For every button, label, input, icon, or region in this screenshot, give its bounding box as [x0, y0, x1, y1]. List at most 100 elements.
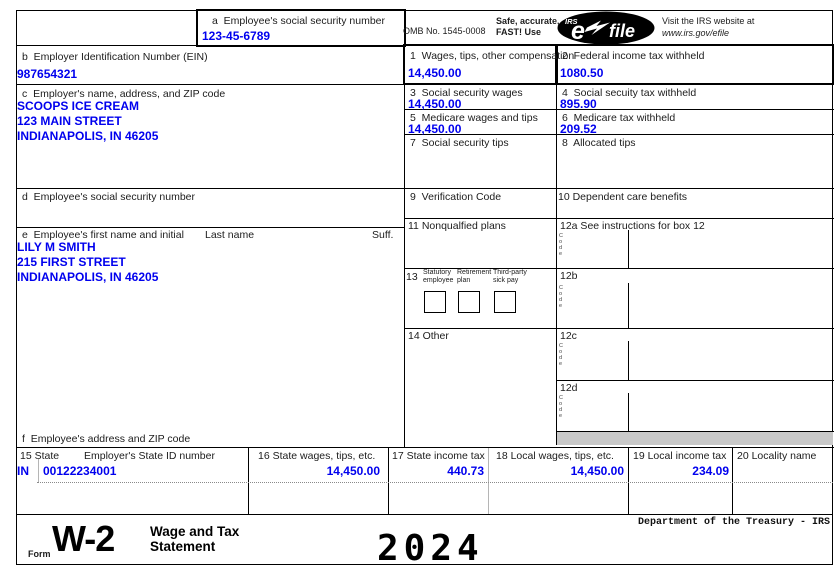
statutory-label-line1: Statutory — [423, 269, 452, 276]
box-7-label: 7 Social security tips — [410, 137, 509, 149]
divider — [404, 218, 834, 219]
employer-street: 123 MAIN STREET — [17, 114, 122, 128]
box-a-outline — [196, 9, 406, 47]
box-15-label: 15 State — [20, 450, 60, 462]
employee-city: INDIANAPOLIS, IN 46205 — [17, 270, 159, 284]
thirdparty-sickpay-checkbox[interactable] — [494, 291, 516, 313]
box-f-label: f Employee's address and ZIP code — [22, 433, 191, 445]
divider — [628, 393, 629, 431]
divider — [404, 10, 405, 448]
box-12d-code-label: Code — [559, 395, 563, 419]
box-11-label: 11 Nonqualfied plans — [408, 220, 506, 232]
box-3-label: 3 Social security wages — [410, 87, 523, 99]
divider — [38, 459, 39, 483]
divider — [16, 188, 834, 189]
employer-name: SCOOPS ICE CREAM — [17, 99, 140, 113]
box-b-label: b Employer Identification Number (EIN) — [22, 51, 208, 63]
state-value: IN — [17, 464, 29, 478]
form-word: Form — [28, 549, 51, 559]
box-12c-code-label: Code — [559, 343, 563, 367]
divider — [404, 328, 834, 329]
visit-irs-line2: www.irs.gov/efile — [662, 28, 730, 38]
omb-number: OMB No. 1545-0008 — [403, 26, 486, 36]
form-title-line1: Wage and Tax — [150, 524, 240, 539]
box-d-label: d Employee's social security number — [22, 191, 195, 203]
box-2-value: 1080.50 — [560, 66, 604, 80]
tax-year: 2024 — [377, 528, 484, 569]
box-6-value: 209.52 — [560, 122, 597, 136]
box-1-label: 1 Wages, tips, other compensation — [410, 50, 575, 62]
visit-irs-line1: Visit the IRS website at — [662, 16, 755, 26]
form-number: W-2 — [52, 518, 115, 559]
ein-value: 987654321 — [17, 67, 78, 81]
efile-e-text: e — [571, 17, 585, 45]
box-17-label: 17 State income tax — [392, 450, 485, 462]
divider — [556, 431, 834, 432]
retirement-plan-checkbox[interactable] — [458, 291, 480, 313]
box-12c-label: 12c — [560, 330, 577, 342]
box-1-2-outline — [403, 44, 834, 85]
divider — [404, 268, 834, 269]
box-12b-label: 12b — [560, 270, 578, 282]
state-id-value: 00122234001 — [43, 464, 117, 478]
divider — [404, 134, 834, 135]
retirement-plan-label: Retirement plan — [457, 269, 491, 284]
box-19-value: 234.09 — [692, 464, 729, 478]
thirdparty-label-line1: Third-party — [493, 269, 527, 276]
employee-name: LILY M SMITH — [17, 240, 96, 254]
divider — [628, 283, 629, 328]
divider — [732, 448, 733, 514]
retirement-label-line2: plan — [457, 276, 471, 284]
state-id-label: Employer's State ID number — [84, 450, 215, 462]
box-c-label: c Employer's name, address, and ZIP code — [22, 88, 226, 100]
divider — [555, 44, 558, 85]
form-title-line2: Statement — [150, 539, 216, 554]
department-text: Department of the Treasury - IRS — [637, 517, 830, 528]
box-12a-code-label: Code — [559, 233, 563, 257]
box-2-label: 2 Federal income tax withheld — [562, 50, 705, 62]
box-8-label: 8 Allocated tips — [562, 137, 636, 149]
box-a-value: 123-45-6789 — [202, 29, 271, 43]
statutory-employee-label: Statutory employee — [423, 269, 453, 284]
dotted-row-divider — [37, 482, 833, 483]
box-12d-label: 12d — [560, 382, 578, 394]
thirdparty-sickpay-label: Third-party sick pay — [493, 269, 527, 284]
box-18-label: 18 Local wages, tips, etc. — [496, 450, 614, 462]
box-4-value: 895.90 — [560, 97, 597, 111]
box-5-value: 14,450.00 — [408, 122, 462, 136]
safe-accurate-line1: Safe, accurate, — [496, 16, 560, 26]
box-6-label: 6 Medicare tax withheld — [562, 112, 676, 124]
statutory-label-line2: employee — [423, 276, 454, 284]
divider — [16, 447, 834, 448]
box-17-value: 440.73 — [447, 464, 484, 478]
box-e-label-suff: Suff. — [372, 229, 394, 241]
employee-street: 215 FIRST STREET — [17, 255, 126, 269]
divider — [556, 85, 557, 445]
divider — [556, 380, 834, 381]
divider — [628, 230, 629, 268]
box-5-label: 5 Medicare wages and tips — [410, 112, 538, 124]
footer-outline — [16, 514, 833, 565]
box-3-value: 14,450.00 — [408, 97, 462, 111]
shaded-bar — [557, 432, 833, 445]
box-1-value: 14,450.00 — [408, 66, 462, 80]
box-12a-label: 12a See instructions for box 12 — [560, 220, 705, 232]
box-e-label-last: Last name — [205, 229, 255, 241]
efile-irs-text: IRS — [565, 17, 578, 26]
thirdparty-label-line2: sick pay — [493, 276, 519, 284]
divider — [388, 448, 389, 514]
efile-file-text: file — [609, 21, 635, 41]
irs-efile-logo-icon: IRS e file — [557, 11, 655, 45]
statutory-employee-checkbox[interactable] — [424, 291, 446, 313]
employer-city: INDIANAPOLIS, IN 46205 — [17, 129, 159, 143]
box-9-label: 9 Verification Code — [410, 191, 502, 203]
box-18-value: 14,450.00 — [570, 464, 624, 478]
divider — [16, 84, 405, 85]
divider — [16, 227, 405, 228]
box-10-label: 10 Dependent care benefits — [558, 191, 688, 203]
divider — [16, 45, 197, 46]
divider — [404, 109, 834, 110]
box-4-label: 4 Social secuity tax withheld — [562, 87, 697, 99]
divider — [248, 448, 249, 514]
divider — [488, 448, 489, 514]
